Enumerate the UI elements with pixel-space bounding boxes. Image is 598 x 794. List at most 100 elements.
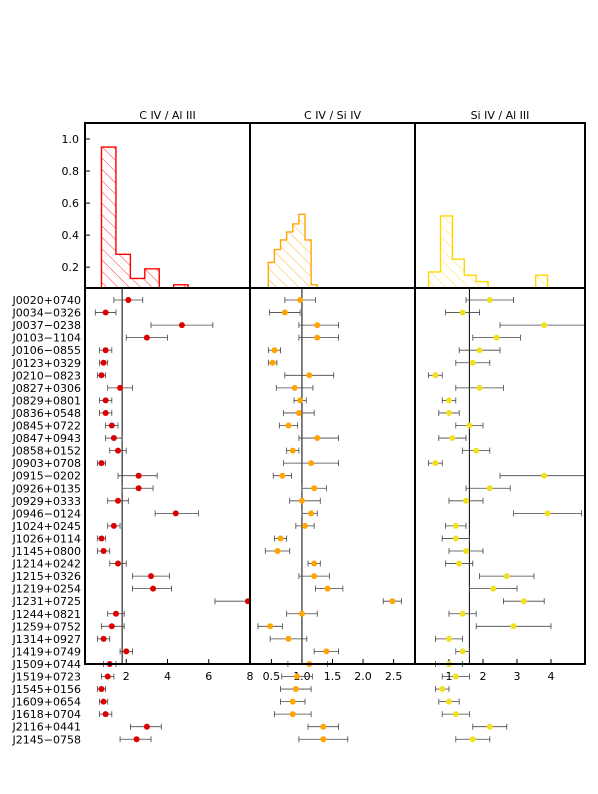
data-point: [150, 585, 157, 592]
data-point: [324, 585, 331, 592]
data-point: [104, 673, 111, 680]
data-point: [102, 397, 109, 404]
data-point: [115, 560, 121, 567]
object-label: J2145−0758: [12, 733, 81, 746]
object-label: J0037−0238: [12, 319, 81, 332]
data-point: [476, 384, 483, 391]
object-label: J1145+0800: [12, 545, 81, 558]
data-point: [277, 535, 284, 542]
panel-title: C IV / Al III: [139, 109, 195, 122]
data-point: [308, 460, 315, 467]
data-point: [432, 460, 439, 467]
data-point: [452, 522, 459, 529]
object-label: J1609+0654: [12, 696, 81, 709]
figure-frame: [84, 122, 586, 665]
data-point: [123, 648, 130, 655]
data-point: [100, 359, 107, 366]
data-point: [292, 686, 299, 693]
data-point: [446, 397, 452, 404]
data-point: [510, 623, 517, 630]
data-point: [469, 736, 476, 743]
data-point: [291, 384, 298, 391]
data-point: [98, 535, 105, 542]
object-label: J0858+0152: [12, 445, 81, 458]
data-point: [267, 623, 274, 630]
data-point: [466, 422, 473, 429]
data-point: [289, 711, 296, 718]
data-point: [311, 573, 318, 580]
object-label: J0829+0801: [12, 394, 81, 407]
data-point: [115, 497, 121, 504]
data-point: [133, 736, 140, 743]
x-tick-label: 2.0: [354, 670, 372, 683]
data-point: [274, 548, 281, 554]
y-tick-label: 0.2: [62, 261, 80, 274]
y-tick-label: 0.8: [62, 165, 80, 178]
data-point: [473, 447, 480, 454]
data-point: [446, 635, 452, 642]
data-point: [102, 347, 109, 354]
object-label: J0929+0333: [12, 495, 81, 508]
data-point: [306, 372, 313, 379]
data-point: [98, 460, 105, 467]
data-point: [269, 359, 276, 366]
data-point: [108, 623, 115, 630]
data-point: [100, 698, 107, 705]
data-point: [112, 610, 119, 617]
data-point: [297, 397, 304, 404]
y-tick-label: 0.4: [62, 229, 80, 242]
object-label: J1545+0156: [12, 683, 81, 696]
x-tick-label: 2: [480, 670, 487, 683]
data-point: [302, 522, 308, 529]
data-point: [452, 673, 459, 680]
data-point: [110, 522, 117, 529]
object-label: J1618+0704: [12, 708, 81, 721]
data-point: [281, 309, 288, 316]
data-point: [476, 347, 483, 354]
data-point: [143, 334, 150, 341]
data-point: [279, 472, 286, 479]
data-point: [172, 510, 179, 517]
data-point: [486, 297, 493, 303]
data-point: [541, 472, 548, 479]
data-point: [311, 560, 318, 567]
data-point: [295, 409, 302, 416]
data-point: [493, 334, 500, 341]
data-point: [463, 497, 469, 504]
object-label: J2116+0441: [12, 721, 81, 734]
x-tick-label: 6: [205, 670, 212, 683]
data-point: [289, 698, 296, 705]
data-point: [115, 447, 121, 454]
panel-title: Si IV / Al III: [471, 109, 530, 122]
object-label: J0845+0722: [12, 420, 81, 433]
object-label: J0836+0548: [12, 407, 81, 420]
data-point: [289, 447, 296, 454]
object-label: J1214+0242: [12, 558, 81, 571]
data-point: [311, 485, 318, 492]
data-point: [125, 297, 132, 303]
data-point: [389, 598, 396, 605]
data-point: [452, 711, 459, 718]
y-tick-label: 0.6: [62, 197, 80, 210]
x-tick-label: 2: [123, 670, 130, 683]
x-tick-label: 4: [548, 670, 555, 683]
object-label: J1024+0245: [12, 520, 81, 533]
object-label: J1419+0749: [12, 645, 81, 658]
object-label: J0926+0135: [12, 482, 81, 495]
data-point: [314, 334, 321, 341]
object-label: J1509+0744: [12, 658, 81, 671]
object-label: J0903+0708: [12, 457, 81, 470]
data-point: [108, 422, 115, 429]
object-label: J0020+0740: [12, 294, 81, 307]
data-point: [432, 372, 439, 379]
data-point: [459, 610, 466, 617]
data-point: [503, 573, 510, 580]
histogram: [100, 146, 246, 289]
object-label: J0847+0943: [12, 432, 81, 445]
object-label: J1519+0723: [12, 671, 81, 684]
x-tick-label: 0.5: [263, 670, 281, 683]
data-point: [486, 723, 493, 730]
x-tick-label: 1.5: [324, 670, 342, 683]
data-point: [117, 384, 124, 391]
